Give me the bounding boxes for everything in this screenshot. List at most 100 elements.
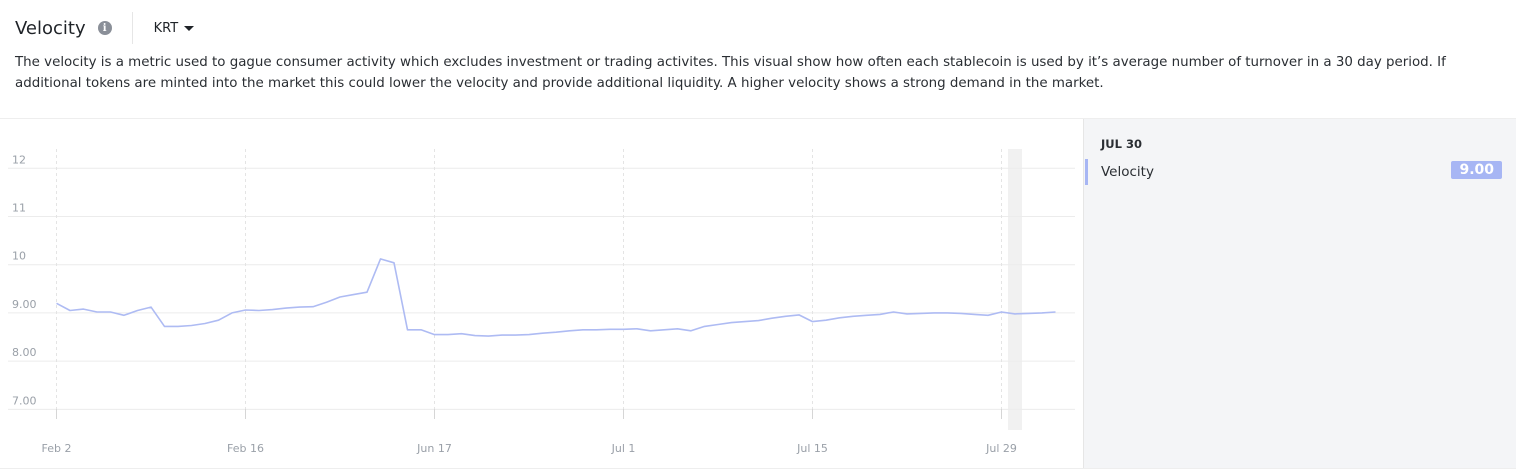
data-point [284, 306, 288, 310]
tooltip-date: JUL 30 [1101, 137, 1142, 151]
data-point [892, 310, 896, 314]
data-point [257, 309, 261, 313]
data-point [554, 330, 558, 334]
data-point [676, 327, 680, 331]
data-point [703, 324, 707, 328]
tooltip-value-badge: 9.00 [1451, 161, 1502, 179]
info-icon[interactable]: i [97, 21, 112, 35]
data-point [878, 312, 882, 316]
y-tick-label: 8.00 [12, 346, 37, 359]
data-point [298, 305, 302, 309]
data-point [770, 316, 774, 320]
data-point [689, 329, 693, 333]
x-tick-label: Jul 1 [611, 442, 636, 455]
data-point [865, 313, 869, 317]
data-point [82, 307, 86, 311]
data-point [176, 324, 180, 328]
data-point [446, 333, 450, 337]
data-point [946, 311, 950, 315]
data-point [338, 295, 342, 299]
data-point [433, 333, 437, 337]
section-divider [0, 118, 1516, 119]
data-point [649, 329, 653, 333]
data-point [595, 328, 599, 332]
header-divider [131, 12, 133, 44]
data-point [122, 313, 126, 317]
x-tick-label: Feb 16 [227, 442, 264, 455]
data-point [797, 313, 801, 317]
y-tick-label: 12 [12, 153, 26, 166]
x-tick-label: Jul 15 [796, 442, 828, 455]
data-point [230, 311, 234, 315]
chart-description: The velocity is a metric used to gague c… [15, 55, 1446, 91]
data-point [163, 324, 167, 328]
tooltip-panel: JUL 30 Velocity 9.00 [1083, 119, 1516, 468]
data-point [379, 257, 383, 261]
data-point [1054, 310, 1058, 314]
data-point [406, 328, 410, 332]
y-tick-label: 10 [12, 250, 26, 263]
data-point [500, 333, 504, 337]
tooltip-legend-row: Velocity 9.00 [1084, 159, 1516, 185]
data-point [959, 311, 963, 315]
data-point [905, 312, 909, 316]
data-point [392, 261, 396, 265]
data-point [1027, 311, 1031, 315]
data-point [514, 333, 518, 337]
data-point [109, 310, 113, 314]
x-tick-label: Jul 29 [985, 442, 1017, 455]
data-point [271, 308, 275, 312]
data-point [838, 316, 842, 320]
x-tick-label: Feb 2 [42, 442, 72, 455]
data-point [743, 320, 747, 324]
data-point [973, 312, 977, 316]
data-point [244, 308, 248, 312]
data-point [365, 290, 369, 294]
data-point [203, 322, 207, 326]
data-point [635, 327, 639, 331]
data-point [568, 329, 572, 333]
series-line-velocity [56, 258, 1056, 337]
data-point [757, 319, 761, 323]
data-point [662, 328, 666, 332]
data-point [311, 305, 315, 309]
data-point [473, 334, 477, 338]
bottom-divider [0, 468, 1516, 469]
data-point [851, 314, 855, 318]
data-point [1013, 312, 1017, 316]
tooltip-series-label: Velocity [1101, 164, 1154, 180]
data-point [95, 310, 99, 314]
data-point [784, 314, 788, 318]
chart-header: Velocity i KRT [15, 12, 195, 44]
data-point [581, 328, 585, 332]
data-point [824, 318, 828, 322]
token-dropdown-label: KRT [153, 20, 179, 36]
page-title: Velocity [15, 17, 86, 39]
legend-color-marker [1085, 159, 1088, 185]
data-point [716, 323, 720, 327]
data-point [541, 331, 545, 335]
data-point [811, 320, 815, 324]
data-point [919, 311, 923, 315]
data-point [136, 309, 140, 313]
token-dropdown[interactable]: KRT [154, 21, 195, 36]
data-point [460, 332, 464, 336]
data-point [487, 334, 491, 338]
hover-highlight-band [1008, 149, 1022, 430]
velocity-chart[interactable]: 7.00 8.00 9.00 10 11 12 Feb 2 Feb 16 Jun 17 Jul 1… [0, 119, 1083, 468]
data-point [190, 324, 194, 328]
data-point [932, 311, 936, 315]
data-point [419, 328, 423, 332]
y-tick-label: 11 [12, 202, 26, 215]
data-point [1040, 311, 1044, 315]
data-point [986, 313, 990, 317]
data-point [217, 318, 221, 322]
data-point [149, 305, 153, 309]
x-tick-label: Jun 17 [416, 442, 452, 455]
data-point [55, 301, 59, 305]
data-point [325, 300, 329, 304]
data-point [68, 309, 72, 313]
chevron-down-icon [184, 25, 195, 31]
data-point [352, 293, 356, 297]
y-tick-label: 7.00 [12, 394, 37, 407]
